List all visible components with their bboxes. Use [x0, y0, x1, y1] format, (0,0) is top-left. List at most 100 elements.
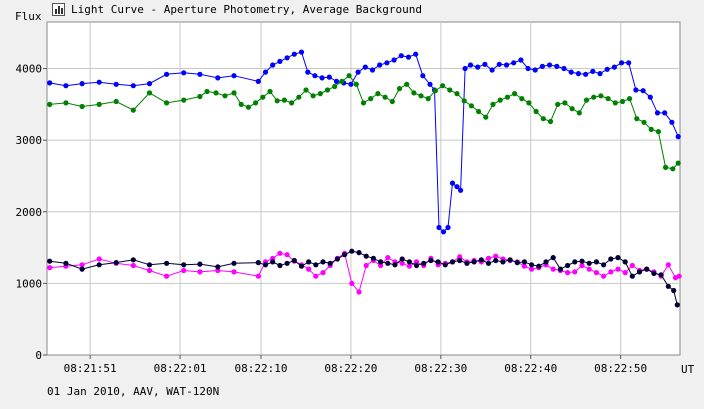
data-point [130, 262, 136, 269]
data-point [445, 224, 451, 231]
data-point [310, 93, 316, 99]
data-point [619, 98, 626, 105]
data-point [518, 57, 524, 63]
data-point [356, 289, 362, 295]
data-point [626, 60, 632, 66]
data-point [197, 269, 203, 275]
data-point [485, 255, 492, 261]
x-tick-label: 08:22:50 [594, 362, 647, 375]
data-point [238, 101, 244, 107]
data-point [320, 259, 326, 265]
data-point [277, 262, 283, 269]
data-point [475, 64, 481, 70]
data-point [368, 96, 374, 102]
data-point [476, 108, 482, 115]
data-point [47, 258, 53, 264]
data-point [413, 51, 419, 57]
data-point [586, 266, 592, 272]
data-point [468, 103, 474, 109]
data-point [363, 253, 369, 259]
data-point [284, 260, 290, 266]
data-point [427, 81, 433, 87]
data-point [436, 224, 442, 231]
chart-title: Light Curve - Aperture Photometry, Avera… [71, 3, 422, 16]
y-tick-label: 1000 [16, 277, 43, 290]
data-point [533, 108, 539, 115]
data-point [96, 79, 102, 85]
data-point [231, 73, 237, 79]
data-point [615, 266, 621, 272]
data-point [385, 260, 391, 266]
data-point [471, 259, 477, 265]
data-point [245, 104, 251, 110]
data-point [576, 110, 582, 116]
data-point [669, 119, 675, 125]
data-point [222, 93, 228, 99]
data-point [384, 60, 390, 66]
data-point [651, 270, 657, 276]
data-point [146, 267, 153, 274]
data-point [547, 62, 553, 68]
data-point [597, 71, 603, 77]
data-point [369, 67, 376, 73]
y-tick-label: 4000 [16, 63, 43, 76]
x-tick-label: 08:21:51 [64, 362, 117, 375]
data-point [164, 260, 170, 266]
data-point [467, 62, 474, 68]
data-point [349, 280, 355, 286]
data-point [411, 90, 417, 96]
data-point [608, 256, 614, 262]
data-point [260, 94, 266, 100]
data-point [665, 262, 671, 268]
data-point [586, 260, 592, 266]
data-point [561, 65, 567, 72]
data-point [320, 270, 326, 276]
data-point [262, 69, 269, 75]
data-point [554, 63, 560, 69]
data-point [215, 75, 221, 81]
data-point [406, 263, 412, 269]
data-point [284, 55, 290, 61]
data-point [671, 287, 677, 294]
data-point [346, 73, 352, 79]
data-point [622, 270, 628, 276]
data-point [405, 54, 412, 60]
data-point [385, 255, 391, 261]
data-point [640, 88, 646, 94]
data-point [421, 260, 427, 266]
data-point [79, 81, 85, 87]
data-point [675, 160, 681, 166]
data-point [562, 100, 568, 106]
series-layer [47, 49, 682, 308]
data-point [655, 129, 662, 135]
data-point [590, 68, 596, 74]
data-point [327, 260, 333, 266]
data-point [317, 91, 323, 97]
data-point [356, 250, 362, 256]
data-point [399, 256, 405, 262]
data-point [579, 262, 585, 269]
data-point [313, 273, 319, 279]
data-point [305, 69, 311, 75]
data-point [79, 262, 85, 268]
data-point [312, 73, 318, 79]
data-point [547, 118, 554, 125]
data-point [215, 264, 221, 270]
data-point [604, 66, 610, 72]
data-point [375, 91, 381, 97]
data-point [521, 259, 528, 265]
data-point [113, 98, 119, 105]
data-point [215, 267, 221, 274]
data-point [262, 262, 269, 268]
data-point [454, 184, 460, 190]
data-point [291, 257, 297, 264]
data-point [675, 134, 681, 140]
data-point [428, 257, 434, 264]
data-point [96, 262, 102, 268]
data-point [277, 250, 283, 256]
y-tick-label: 0 [35, 349, 42, 362]
data-point [362, 64, 368, 70]
data-point [146, 90, 153, 96]
data-point [349, 248, 355, 254]
data-point [591, 94, 597, 100]
